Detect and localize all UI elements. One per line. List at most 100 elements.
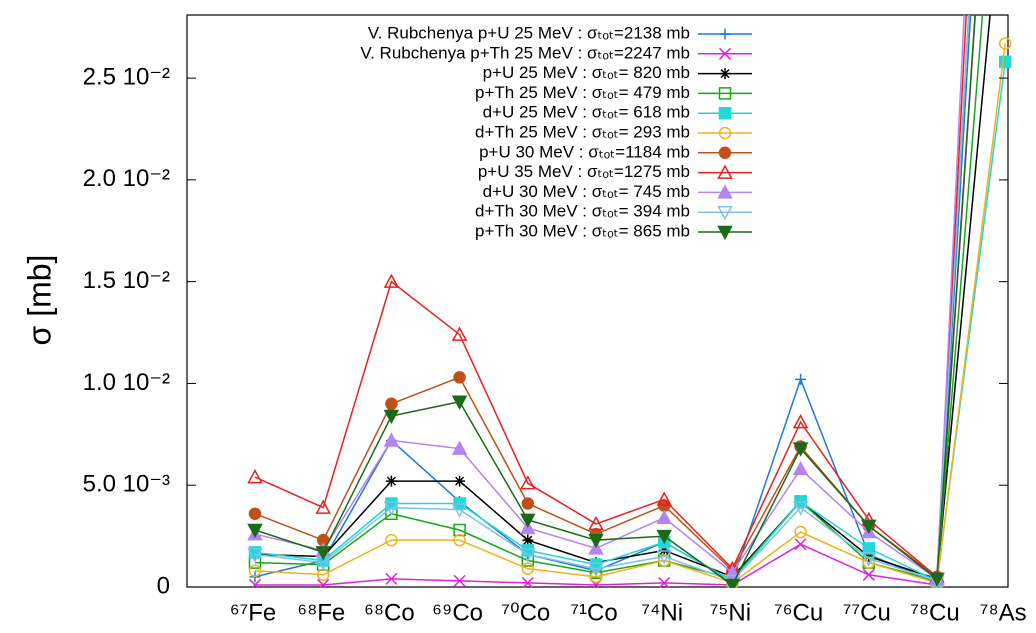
series-line (254, 61, 1006, 583)
data-point (657, 554, 671, 567)
data-point (383, 409, 400, 425)
data-point (315, 546, 331, 561)
data-point (315, 499, 331, 514)
data-point (385, 397, 398, 411)
data-point (247, 548, 263, 563)
data-point (451, 395, 468, 410)
data-point (521, 562, 535, 575)
data-point (588, 562, 604, 577)
data-point (658, 576, 671, 588)
data-point (385, 572, 398, 585)
x-tick-label: ⁷⁶Cu (774, 599, 823, 626)
legend-marker (717, 184, 733, 199)
data-point (248, 578, 262, 588)
data-point (454, 475, 466, 487)
x-tick-label: ⁷⁴Ni (641, 599, 683, 626)
data-point (383, 432, 400, 447)
data-point (862, 568, 875, 581)
legend-marker (719, 68, 731, 80)
data-point (453, 533, 466, 547)
legend-marker (718, 47, 732, 60)
data-point (520, 475, 536, 490)
data-point (794, 538, 807, 551)
data-point (792, 460, 809, 476)
data-point (317, 578, 330, 588)
x-tick-label: ⁶⁸Co (364, 599, 415, 626)
legend-label: V. Rubchenya p+U 25 MeV : σₜₒₜ=2138 mb (368, 23, 690, 42)
legend-label: p+Th 25 MeV : σₜₒₜ= 479 mb (475, 83, 690, 102)
series-line (254, 15, 970, 582)
data-point (998, 37, 1012, 50)
legend-label: p+U 30 MeV : σₜₒₜ=1184 mb (479, 142, 690, 161)
x-tick-label: ⁷⁸As (980, 599, 1027, 626)
legend-label: V. Rubchenya p+Th 25 MeV : σₜₒₜ=2247 mb (360, 43, 690, 62)
legend-marker (718, 106, 732, 120)
data-point (451, 326, 468, 341)
x-tick-label: ⁷⁵Ni (710, 599, 751, 626)
data-point (589, 570, 603, 584)
data-point (792, 414, 809, 429)
legend-marker (718, 126, 732, 140)
legend-label: d+Th 25 MeV : σₜₒₜ= 293 mb (475, 122, 690, 141)
data-point (795, 373, 807, 385)
legend-marker (718, 87, 732, 100)
series-line (254, 15, 967, 579)
legend-label: d+U 25 MeV : σₜₒₜ= 618 mb (483, 103, 690, 122)
series-line (254, 15, 965, 581)
data-point (656, 509, 672, 525)
data-point (929, 572, 945, 587)
data-point (522, 534, 534, 546)
data-point (861, 519, 877, 535)
data-point (247, 469, 263, 484)
series-line (254, 15, 991, 580)
x-tick-label: ⁶⁷Fe (230, 599, 277, 626)
data-point (383, 273, 400, 288)
series-line (254, 15, 976, 587)
data-point (385, 475, 397, 487)
data-point (248, 507, 262, 520)
data-point (385, 533, 398, 547)
y-axis-label: σ [mb] (21, 255, 57, 346)
y-tick-label: 0 (157, 572, 170, 599)
data-point (521, 497, 535, 510)
data-point (588, 533, 604, 549)
data-point (792, 501, 809, 516)
data-point (656, 550, 672, 565)
legend-label: d+Th 30 MeV : σₜₒₜ= 394 mb (475, 202, 690, 221)
data-point (794, 525, 807, 539)
legend-label: d+U 30 MeV : σₜₒₜ= 745 mb (483, 182, 690, 201)
y-tick-label: 1.0 10⁻² (83, 369, 170, 396)
data-point (862, 556, 876, 569)
data-point (998, 55, 1012, 69)
data-point (724, 578, 741, 588)
y-tick-label: 2.0 10⁻² (83, 165, 170, 192)
legend-label: p+U 35 MeV : σₜₒₜ=1275 mb (478, 162, 690, 181)
data-point (656, 529, 672, 545)
legend-label: p+Th 30 MeV : σₜₒₜ= 865 mb (475, 221, 690, 240)
legend-marker (717, 164, 733, 179)
x-tick-label: ⁶⁹Co (432, 599, 483, 626)
series-line (255, 15, 977, 586)
legend-marker (717, 205, 733, 221)
data-point (453, 523, 466, 537)
data-point (451, 503, 468, 518)
x-tick-label: ⁷⁰Co (501, 599, 550, 626)
data-point (862, 542, 876, 555)
x-tick-label: ⁶⁸Fe (297, 599, 345, 626)
data-point (453, 574, 466, 587)
x-tick-label: ⁷⁸Cu (910, 599, 960, 626)
x-tick-label: ⁷¹Co (570, 599, 617, 626)
y-tick-label: 5.0 10⁻³ (83, 471, 170, 498)
data-point (861, 552, 877, 567)
plot-area (247, 15, 1012, 588)
data-point (521, 576, 534, 588)
data-point (247, 523, 263, 539)
legend-marker (717, 225, 733, 241)
legend-marker (719, 28, 731, 40)
data-point (453, 371, 466, 384)
data-point (520, 513, 536, 528)
data-point (520, 548, 536, 563)
data-point (792, 442, 809, 457)
legend-marker (718, 146, 732, 160)
